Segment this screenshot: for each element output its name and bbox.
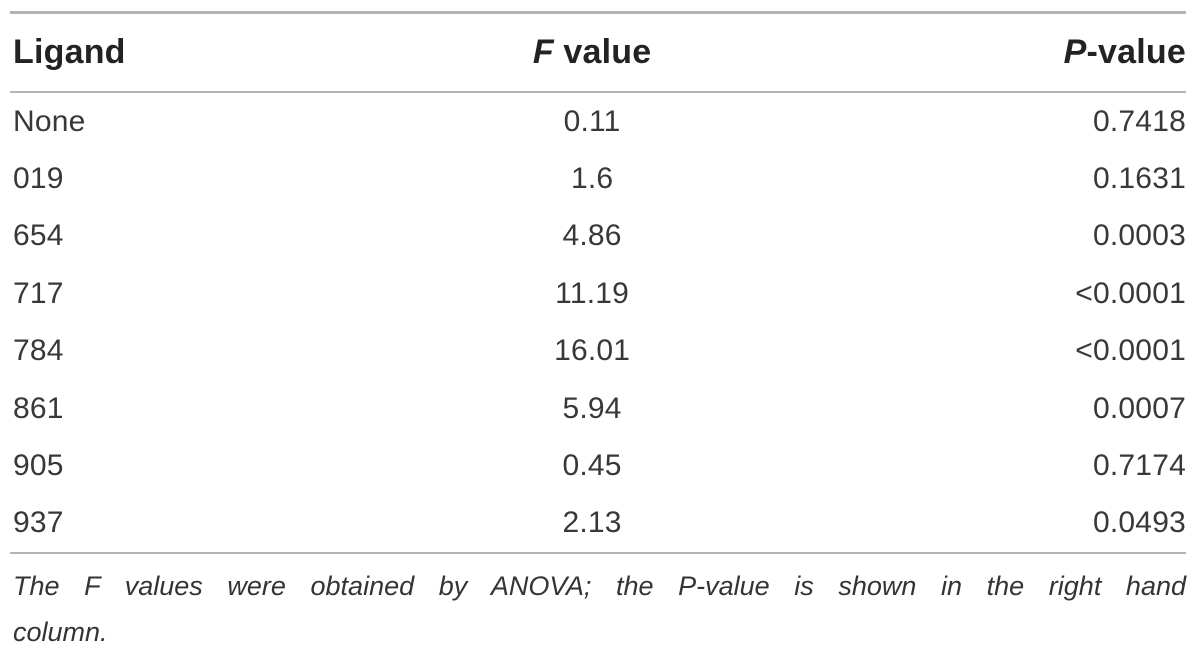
- cell-p-value: <0.0001: [1075, 276, 1186, 310]
- cell-ligand: 019: [13, 162, 64, 196]
- header-cell-f-value: F value: [427, 33, 756, 72]
- header-p-rest: -value: [1086, 33, 1186, 71]
- cell-f-value: 5.94: [562, 391, 622, 425]
- table-footnote: The F values were obtained by ANOVA; the…: [10, 563, 1186, 651]
- table-row: 784 16.01 <0.0001: [10, 323, 1186, 380]
- cell-ligand: None: [13, 104, 86, 138]
- table-header-row: Ligand F value P-value: [10, 14, 1186, 91]
- table-row: None 0.11 0.7418: [10, 93, 1186, 150]
- header-cell-p-value: P-value: [757, 33, 1186, 72]
- cell-p-value: 0.1631: [1093, 162, 1186, 196]
- cell-f-value: 16.01: [554, 334, 631, 368]
- cell-f-value: 2.13: [562, 506, 622, 540]
- bottom-rule: [10, 552, 1186, 555]
- cell-p-value: 0.0007: [1093, 391, 1186, 425]
- cell-ligand: 937: [13, 506, 64, 540]
- cell-f-value: 0.11: [563, 104, 621, 138]
- header-f-rest: value: [553, 33, 652, 71]
- cell-f-value: 1.6: [570, 162, 614, 196]
- table-row: 717 11.19 <0.0001: [10, 265, 1186, 322]
- header-p-italic: P: [1063, 33, 1087, 71]
- table-row: 937 2.13 0.0493: [10, 495, 1186, 552]
- cell-p-value: <0.0001: [1075, 334, 1186, 368]
- table-row: 019 1.6 0.1631: [10, 150, 1186, 207]
- cell-p-value: 0.0003: [1093, 219, 1186, 253]
- table-body: None 0.11 0.7418 019 1.6 0.1631 654 4.86…: [10, 93, 1186, 552]
- cell-ligand: 905: [13, 449, 64, 483]
- cell-ligand: 861: [13, 391, 64, 425]
- cell-p-value: 0.7174: [1093, 449, 1186, 483]
- cell-f-value: 11.19: [555, 276, 630, 310]
- cell-f-value: 0.45: [562, 449, 622, 483]
- footnote-line-2: column.: [13, 617, 108, 648]
- table-row: 654 4.86 0.0003: [10, 208, 1186, 265]
- cell-p-value: 0.7418: [1093, 104, 1186, 138]
- cell-f-value: 4.86: [562, 219, 622, 253]
- header-ligand-label: Ligand: [13, 33, 126, 71]
- header-f-italic: F: [532, 33, 554, 71]
- header-rule: [10, 91, 1186, 93]
- table-row: 905 0.45 0.7174: [10, 437, 1186, 494]
- footnote-line-1: The F values were obtained by ANOVA; the…: [13, 571, 1186, 602]
- header-cell-ligand: Ligand: [10, 33, 427, 72]
- cell-p-value: 0.0493: [1093, 506, 1186, 540]
- cell-ligand: 784: [13, 334, 64, 368]
- cell-ligand: 654: [13, 219, 64, 253]
- cell-ligand: 717: [13, 276, 64, 310]
- table-row: 861 5.94 0.0007: [10, 380, 1186, 437]
- top-rule: [10, 11, 1186, 14]
